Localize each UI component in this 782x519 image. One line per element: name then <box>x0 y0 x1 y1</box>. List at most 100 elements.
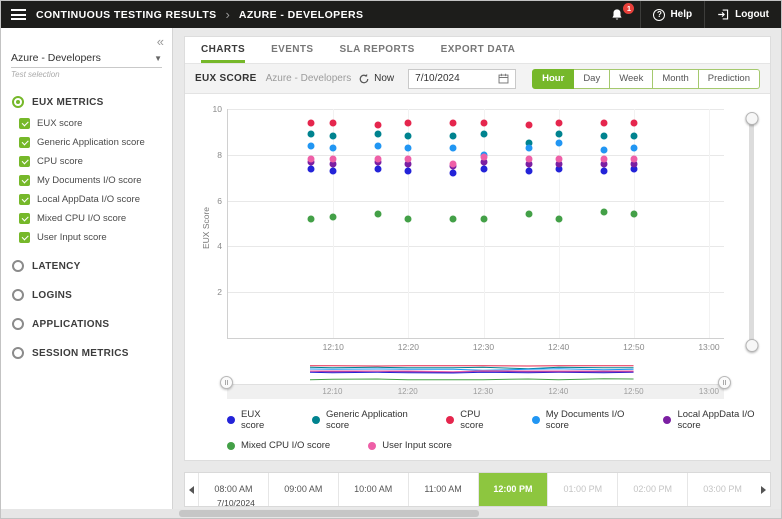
point-mixed-cpu-i-o-score <box>555 215 563 223</box>
point-local-appdata-i-o-score <box>600 160 608 168</box>
point-cpu-score <box>404 119 412 127</box>
navigator-tick-label: 12:20 <box>397 387 418 396</box>
range-button-hour[interactable]: Hour <box>532 68 575 89</box>
timeline-slot-10-00-am[interactable]: 10:00 AM <box>337 473 408 506</box>
range-button-prediction[interactable]: Prediction <box>698 68 760 89</box>
legend-dot-icon <box>368 441 377 450</box>
x-tick-label: 12:50 <box>623 342 645 352</box>
help-button[interactable]: ? Help <box>640 1 704 28</box>
range-button-day[interactable]: Day <box>574 68 611 89</box>
metric-cpu-score[interactable]: CPU score <box>19 156 172 167</box>
legend-item-user-input-score[interactable]: User Input score <box>368 440 452 451</box>
date-picker[interactable]: 7/10/2024 <box>408 68 517 89</box>
tab-export-data[interactable]: EXPORT DATA <box>440 44 516 55</box>
help-label: Help <box>670 9 693 20</box>
y-tick-label: 10 <box>212 104 222 114</box>
legend-item-cpu-score[interactable]: CPU score <box>446 409 493 431</box>
legend-item-generic-application-score[interactable]: Generic Application score <box>311 409 408 431</box>
metric-mixed-cpu-i-o-score[interactable]: Mixed CPU I/O score <box>19 213 172 224</box>
legend-item-eux-score[interactable]: EUX score <box>227 409 274 431</box>
metric-local-appdata-i-o-score[interactable]: Local AppData I/O score <box>19 194 172 205</box>
logout-button[interactable]: Logout <box>704 1 781 28</box>
gridline-v <box>708 109 710 338</box>
metric-generic-application-score[interactable]: Generic Application score <box>19 137 172 148</box>
x-tick-label: 12:10 <box>322 342 344 352</box>
point-my-documents-i-o-score <box>449 144 457 152</box>
metric-user-input-score[interactable]: User Input score <box>19 232 172 243</box>
point-generic-application-score <box>329 132 337 140</box>
point-eux-score <box>307 165 315 173</box>
timeline-bar: 08:00 AM 09:00 AM 10:00 AM 11:00 AM 12:00 PM… <box>184 472 771 508</box>
range-button-week[interactable]: Week <box>610 68 654 89</box>
navigator-handle-right[interactable] <box>718 376 731 389</box>
timeline-slots: 08:00 AM 09:00 AM 10:00 AM 11:00 AM 12:00 PM… <box>198 473 757 506</box>
point-cpu-score <box>374 121 382 129</box>
logout-label: Logout <box>735 9 769 20</box>
legend-dot-icon <box>446 416 455 424</box>
legend-item-mixed-cpu-i-o-score[interactable]: Mixed CPU I/O score <box>227 440 330 451</box>
checkbox-icon <box>19 175 30 186</box>
point-local-appdata-i-o-score <box>480 158 487 166</box>
metric-label: User Input score <box>37 232 107 243</box>
sidebar-collapse-button[interactable]: « <box>156 34 164 49</box>
y-zoom-slider[interactable] <box>745 112 758 352</box>
radio-icon <box>12 318 24 330</box>
sidebar-item-latency[interactable]: LATENCY <box>12 260 172 272</box>
point-generic-application-score <box>480 130 487 138</box>
point-mixed-cpu-i-o-score <box>630 210 638 218</box>
chart-panel: CHARTS EVENTS SLA REPORTS EXPORT DATA EUX S… <box>184 36 771 461</box>
test-selector-dropdown[interactable]: Azure - Developers ▼ Test selection <box>11 52 162 79</box>
topbar-actions: 1 ? Help Logout <box>600 1 781 28</box>
point-eux-score <box>600 167 608 175</box>
x-tick-label: 13:00 <box>698 342 720 352</box>
radio-icon <box>12 96 24 108</box>
sidebar-item-eux-metrics[interactable]: EUX METRICS <box>12 96 172 108</box>
timeline-prev-button[interactable] <box>185 473 198 506</box>
tab-charts[interactable]: CHARTS <box>201 37 246 63</box>
point-cpu-score <box>307 119 315 127</box>
timeline-next-button[interactable] <box>757 473 770 506</box>
timeline-slot-09-00-am[interactable]: 09:00 AM <box>267 473 338 506</box>
checkbox-icon <box>19 213 30 224</box>
slider-handle-bottom[interactable] <box>745 339 758 352</box>
refresh-now-button[interactable]: Now <box>358 73 394 85</box>
tab-events[interactable]: EVENTS <box>271 44 314 55</box>
tab-sla-reports[interactable]: SLA REPORTS <box>339 44 415 55</box>
arrow-right-icon <box>761 485 766 494</box>
legend-item-my-documents-i-o-score[interactable]: My Documents I/O score <box>531 409 626 431</box>
horizontal-scrollbar[interactable] <box>1 509 781 518</box>
metric-my-documents-i-o-score[interactable]: My Documents I/O score <box>19 175 172 186</box>
range-button-month[interactable]: Month <box>653 68 699 89</box>
metric-category-list: EUX METRICS EUX score Generic Application … <box>1 96 172 359</box>
menu-icon[interactable] <box>11 9 26 20</box>
navigator-handle-left[interactable] <box>220 376 233 389</box>
gridline-v <box>483 109 485 338</box>
chart-navigator[interactable]: 12:10 12:20 12:30 12:40 12:50 13:00 <box>220 362 731 400</box>
legend-label: Mixed CPU I/O score <box>241 440 331 451</box>
notifications-button[interactable]: 1 <box>600 1 640 28</box>
timeline-slot-11-00-am[interactable]: 11:00 AM <box>407 473 478 506</box>
slider-handle-top[interactable] <box>745 112 758 125</box>
metric-eux-score[interactable]: EUX score <box>19 118 172 129</box>
timeline-slot-12-00-pm[interactable]: 12:00 PM <box>477 473 548 506</box>
legend-dot-icon <box>531 416 540 424</box>
gridline-h <box>228 200 724 202</box>
test-selector-value: Azure - Developers <box>11 52 101 64</box>
scrollbar-thumb[interactable] <box>179 510 479 517</box>
checkbox-icon <box>19 137 30 148</box>
point-my-documents-i-o-score <box>630 144 638 152</box>
breadcrumb-separator-icon: › <box>225 7 230 22</box>
timeline-slot-08-00-am[interactable]: 08:00 AM <box>198 473 268 506</box>
sidebar-item-logins[interactable]: LOGINS <box>12 289 172 301</box>
sidebar-item-session-metrics[interactable]: SESSION METRICS <box>12 347 172 359</box>
metric-label: Generic Application score <box>37 137 145 148</box>
arrow-left-icon <box>189 485 194 494</box>
point-user-input-score <box>525 155 533 163</box>
point-my-documents-i-o-score <box>329 144 337 152</box>
legend-label: User Input score <box>382 440 452 451</box>
point-cpu-score <box>329 119 337 127</box>
sidebar-item-applications[interactable]: APPLICATIONS <box>12 318 172 330</box>
tab-bar: CHARTS EVENTS SLA REPORTS EXPORT DATA <box>185 37 770 64</box>
legend-item-local-appdata-i-o-score[interactable]: Local AppData I/O score <box>663 409 756 431</box>
category-label: SESSION METRICS <box>32 347 129 359</box>
